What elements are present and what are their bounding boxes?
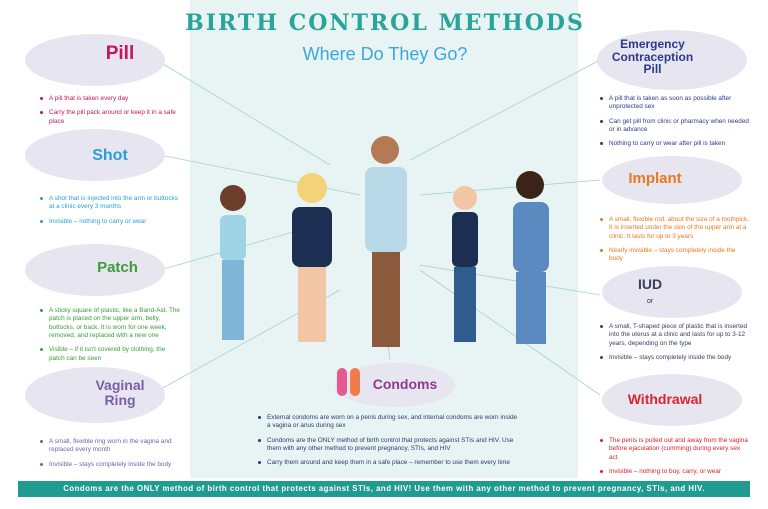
bullet-list: External condoms are worn on a penis dur… <box>258 414 518 474</box>
method-name: Pill <box>105 43 135 64</box>
bullet: A small, flexible ring worn in the vagin… <box>40 438 180 455</box>
bullet: External condoms are worn on a penis dur… <box>258 414 518 431</box>
method-name: Vaginal Ring <box>95 377 145 408</box>
method-name: Implant <box>628 170 682 187</box>
bullet-list: A sticky square of plastic, like a Band-… <box>40 307 180 369</box>
bullet-list: A pill that is taken every day Carry the … <box>40 95 180 132</box>
bullet-list: A pill that is taken as soon as possible… <box>600 95 750 155</box>
bullet: A sticky square of plastic, like a Band-… <box>40 307 180 340</box>
bullet: Invisible – nothing to carry or wear <box>40 218 180 226</box>
method-name: Condoms <box>372 376 438 392</box>
method-name: Patch <box>97 259 138 276</box>
method-name: IUD <box>637 276 663 292</box>
bullet: Carry the pill pack around or keep it in… <box>40 109 180 126</box>
bullet-list: A shot that is injected into the arm or … <box>40 195 180 232</box>
bullet: Can get pill from clinic or pharmacy whe… <box>600 118 750 135</box>
bullet: The penis is pulled out and away from th… <box>600 437 750 462</box>
method-name: Emergency Contraception Pill <box>611 37 694 77</box>
bullet-list: A small, T-shaped piece of plastic that … <box>600 323 750 368</box>
bullet: Nothing to carry or wear after pill is t… <box>600 140 750 148</box>
bullet: A pill that is taken as soon as possible… <box>600 95 750 112</box>
illustration-label: or <box>647 298 654 305</box>
footer-banner: Condoms are the ONLY method of birth con… <box>18 481 750 497</box>
method-name: Withdrawal <box>627 391 703 407</box>
bullet: Invisible – stays completely inside the … <box>600 354 750 362</box>
bullet: A pill that is taken every day <box>40 95 180 103</box>
method-name: Shot <box>92 147 128 164</box>
bullet: Condoms are the ONLY method of birth con… <box>258 437 518 454</box>
subtitle: Where Do They Go? <box>302 44 468 64</box>
bullet: Nearly invisible – stays completely insi… <box>600 247 750 264</box>
title: BIRTH CONTROL METHODS <box>185 10 585 36</box>
bullet: Invisible – stays completely inside the … <box>40 461 180 469</box>
bullet: Visible – if it isn't covered by clothin… <box>40 346 180 363</box>
bullet: Carry them around and keep them in a saf… <box>258 459 518 467</box>
bullet: A shot that is injected into the arm or … <box>40 195 180 212</box>
bullet: Invisible – nothing to buy, carry, or we… <box>600 468 750 476</box>
bullet: A small, T-shaped piece of plastic that … <box>600 323 750 348</box>
bullet-list: A small, flexible ring worn in the vagin… <box>40 438 180 475</box>
bullet: A small, flexible rod, about the size of… <box>600 216 750 241</box>
bullet-list: A small, flexible rod, about the size of… <box>600 216 750 270</box>
bullet-list: The penis is pulled out and away from th… <box>600 437 750 482</box>
